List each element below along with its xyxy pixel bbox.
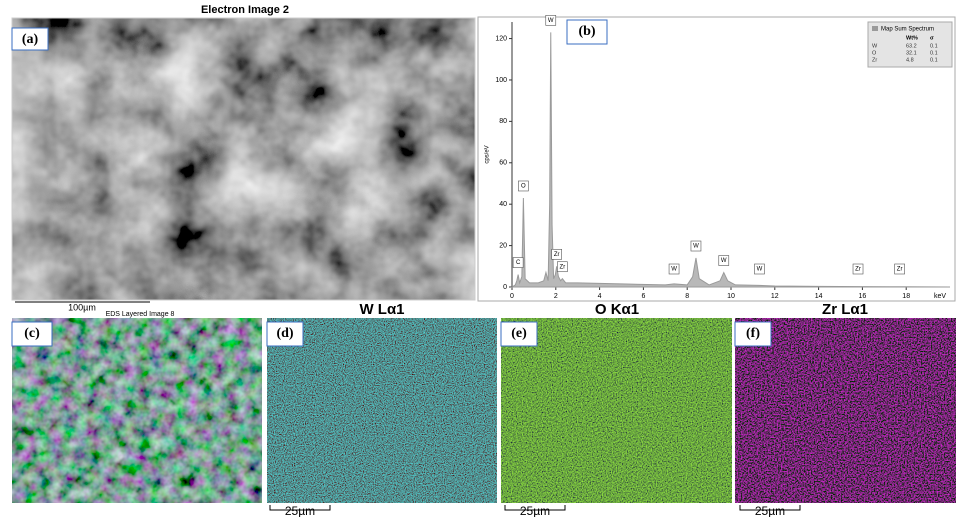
legend-cell: 4.8 xyxy=(906,57,914,63)
legend-cell: 32.1 xyxy=(906,50,917,56)
y-tick-label: 120 xyxy=(495,35,507,42)
panel-label: (b) xyxy=(578,24,595,39)
figure: Electron Image 2 (a) 100µm EDS Layered I… xyxy=(0,0,956,517)
legend-cell: 0.1 xyxy=(930,50,938,56)
legend-label: Map Sum Spectrum xyxy=(881,27,934,33)
x-tick-label: 8 xyxy=(685,293,689,300)
panel-label: (d) xyxy=(276,326,293,341)
y-tick-label: 60 xyxy=(499,160,507,167)
peak-label: Zr xyxy=(554,252,560,258)
x-tick-label: 4 xyxy=(598,293,602,300)
legend-cell: 63.2 xyxy=(906,43,917,49)
x-tick-label: 10 xyxy=(727,293,735,300)
peak-label: W xyxy=(548,18,554,24)
x-tick-label: 0 xyxy=(510,293,514,300)
y-tick-label: 40 xyxy=(499,201,507,208)
x-tick-label: 6 xyxy=(641,293,645,300)
caption: EDS Layered Image 8 xyxy=(106,311,175,318)
peak-label: Zr xyxy=(560,264,566,270)
y-tick-label: 20 xyxy=(499,242,507,249)
legend-cell: O xyxy=(872,50,877,56)
peak-label: Zr xyxy=(855,267,861,273)
scale-text: 25µm xyxy=(285,504,315,517)
y-tick-label: 80 xyxy=(499,118,507,125)
peak-label: O xyxy=(521,184,526,190)
panel-label: (e) xyxy=(511,326,527,341)
legend-cell: 0.1 xyxy=(930,43,938,49)
legend-cell: Zr xyxy=(872,57,877,63)
map-title: W Lα1 xyxy=(359,301,404,318)
x-axis-label: keV xyxy=(934,293,946,300)
sem-image xyxy=(12,18,475,300)
legend-column: σ xyxy=(930,35,934,41)
legend-swatch xyxy=(872,26,878,31)
map-title: Zr Lα1 xyxy=(822,301,868,318)
y-axis-label: cps/eV xyxy=(485,145,491,163)
legend-cell: 0.1 xyxy=(930,57,938,63)
panel-label: (a) xyxy=(22,32,39,47)
peak-label: W xyxy=(671,267,677,273)
peak-label: C xyxy=(516,260,521,266)
panel-label: (c) xyxy=(24,326,40,341)
panel-label: (f) xyxy=(746,326,760,341)
peak-label: W xyxy=(757,267,763,273)
peak-label: W xyxy=(693,244,699,250)
map-title: O Kα1 xyxy=(595,301,639,318)
peak-label: Zr xyxy=(897,267,903,273)
x-tick-label: 16 xyxy=(859,293,867,300)
x-tick-label: 14 xyxy=(815,293,823,300)
legend-cell: W xyxy=(872,43,878,49)
legend-column: Wt% xyxy=(906,35,918,41)
image-title: Electron Image 2 xyxy=(201,4,289,16)
x-tick-label: 12 xyxy=(771,293,779,300)
scale-text: 25µm xyxy=(755,504,785,517)
x-tick-label: 2 xyxy=(554,293,558,300)
x-tick-label: 18 xyxy=(902,293,910,300)
peak-label: W xyxy=(721,258,727,264)
y-tick-label: 0 xyxy=(503,284,507,291)
y-tick-label: 100 xyxy=(495,77,507,84)
scale-text: 100µm xyxy=(68,302,96,312)
scale-text: 25µm xyxy=(520,504,550,517)
